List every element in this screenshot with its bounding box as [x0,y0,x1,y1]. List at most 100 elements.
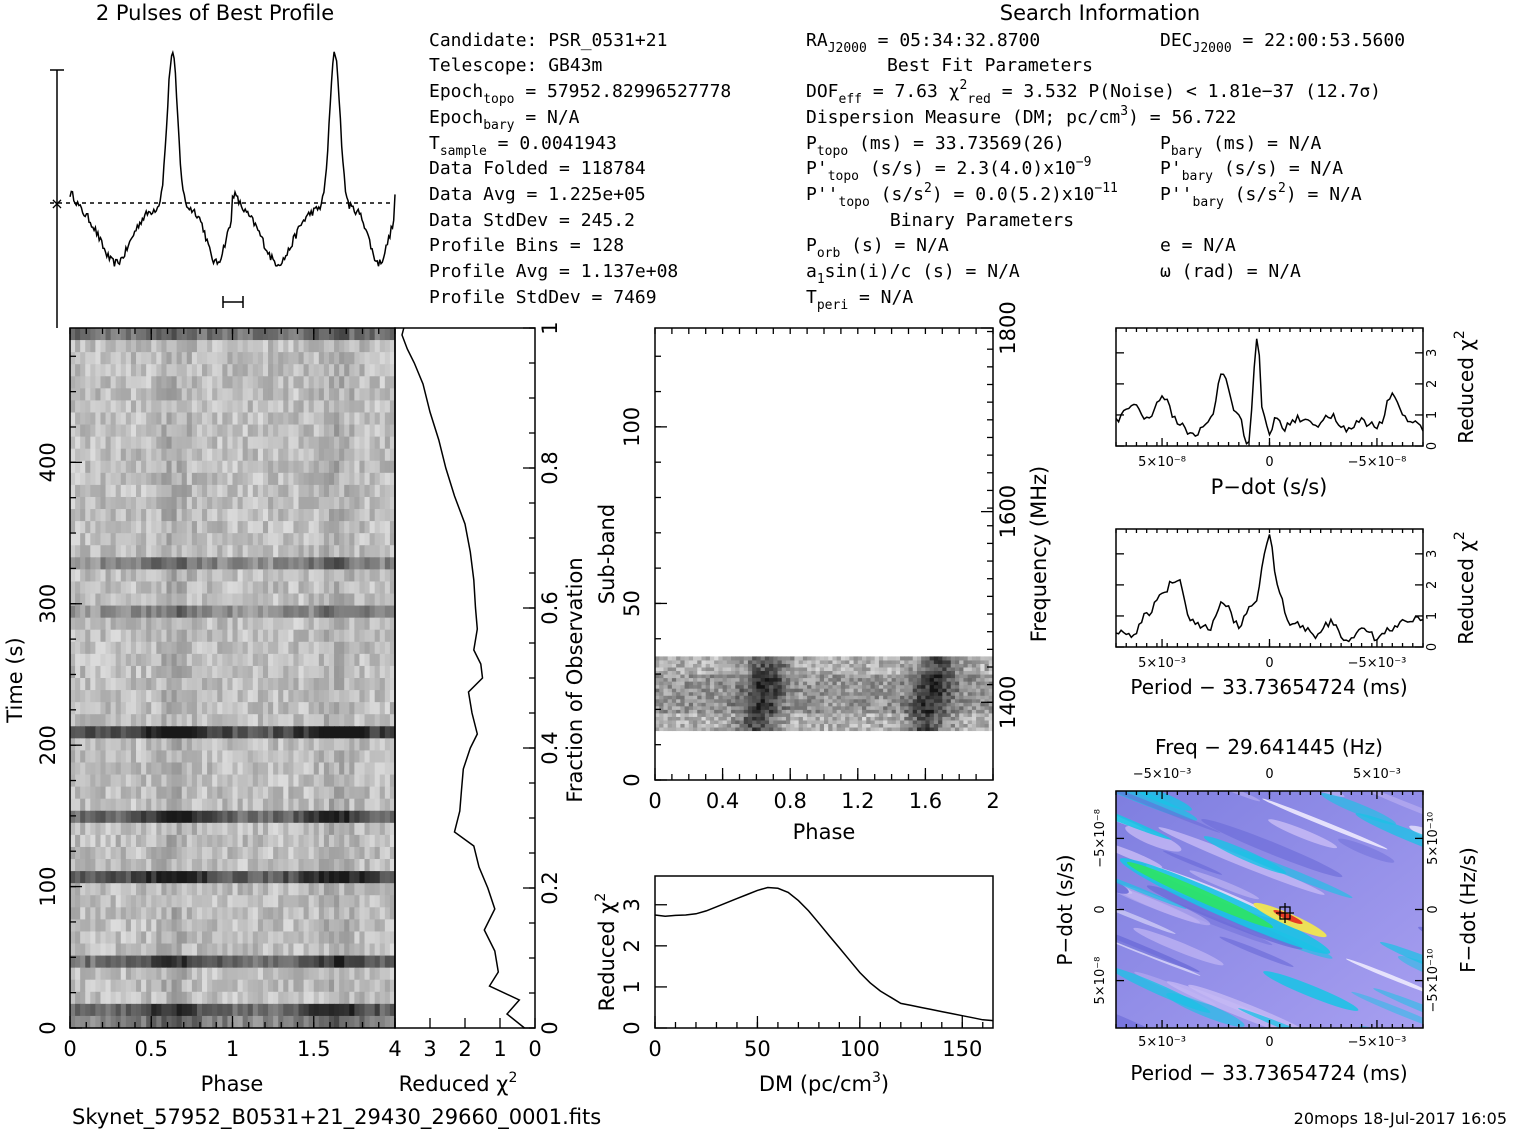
time-phase-cell [207,702,213,715]
time-phase-cell [156,629,162,643]
time-phase-cell [293,328,300,341]
time-phase-cell [293,955,300,969]
time-phase-cell [379,726,386,739]
time-phase-cell [369,484,376,498]
time-phase-cell [222,641,228,655]
time-phase-cell [313,726,320,739]
time-phase-cell [115,846,122,860]
time-phase-cell [278,810,284,824]
time-phase-cell [318,979,325,993]
subband-cell [904,698,909,703]
time-phase-cell [379,762,386,776]
time-phase-cell [334,593,340,607]
time-phase-cell [217,907,223,920]
time-phase-cell [70,955,76,969]
subband-cell [722,691,728,696]
time-phase-cell [237,810,244,824]
subband-cell [688,719,694,724]
time-phase-cell [90,943,96,957]
time-phase-cell [125,605,132,619]
time-phase-cell [130,629,137,643]
time-phase-cell [323,448,330,462]
subband-cell [946,712,952,717]
time-phase-cell [141,907,147,920]
time-phase-cell [364,991,371,1005]
time-phase-cell [136,991,142,1005]
subband-cell [878,681,884,686]
time-phase-cell [278,750,284,763]
time-phase-cell [369,871,376,884]
time-phase-cell [156,557,162,570]
time-phase-cell [191,484,198,498]
time-phase-cell [227,653,233,667]
time-phase-cell [344,557,350,570]
time-phase-cell [227,907,233,920]
subband-cell [760,681,766,686]
time-phase-cell [283,569,289,582]
time-phase-cell [232,726,239,739]
subband-cell [684,723,690,728]
time-phase-cell [273,967,279,981]
time-phase-cell [384,472,391,486]
time-phase-cell [130,750,137,763]
time-phase-cell [242,400,249,413]
time-phase-cell [75,460,81,474]
time-phase-cell [176,979,183,993]
subband-cell [929,698,935,703]
time-phase-cell [334,605,340,619]
time-phase-cell [339,472,345,486]
time-phase-cell [374,714,381,727]
time-phase-cell [268,931,274,945]
time-phase-cell [379,545,386,558]
time-phase-cell [384,967,391,981]
time-phase-cell [369,931,376,945]
subband-cell [807,695,812,700]
time-phase-cell [379,1015,386,1029]
time-phase-cell [227,979,233,993]
time-phase-cell [344,424,350,438]
time-phase-cell [85,762,91,776]
time-phase-cell [262,665,269,679]
time-phase-cell [156,834,162,848]
time-phase-cell [339,678,345,691]
subband-cell [933,695,939,700]
subband-cell [756,698,762,703]
time-phase-cell [125,810,132,824]
time-phase-cell [379,714,386,727]
time-phase-cell [90,388,96,401]
time-phase-cell [268,388,274,401]
subband-cell [950,684,956,689]
time-phase-cell [80,593,86,607]
time-phase-cell [120,798,127,812]
time-phase-cell [303,581,310,595]
time-phase-cell [354,678,360,691]
time-phase-cell [349,822,355,836]
time-phase-cell [161,593,167,607]
time-phase-cell [303,774,310,788]
subband-cell [659,691,664,696]
time-phase-cell [105,605,112,619]
time-phase-cell [339,798,345,812]
time-phase-cell [171,750,178,763]
subband-cell [671,709,677,714]
time-phase-cell [202,1015,208,1029]
time-phase-cell [242,1003,249,1017]
time-phase-cell [283,460,289,474]
time-phase-cell [339,352,345,365]
time-phase-cell [136,496,142,510]
time-phase-cell [318,1003,325,1017]
time-phase-cell [323,762,330,776]
time-phase-cell [369,810,376,824]
time-phase-cell [334,653,340,667]
time-phase-cell [379,859,386,872]
time-phase-cell [125,460,132,474]
time-phase-cell [125,967,132,981]
time-phase-cell [349,533,355,546]
subband-cell [916,688,922,693]
time-phase-cell [90,472,96,486]
time-phase-xtick-label: 1 [226,1037,239,1061]
subband-cell [912,691,918,696]
time-phase-cell [75,557,81,570]
subband-cell [874,702,880,707]
